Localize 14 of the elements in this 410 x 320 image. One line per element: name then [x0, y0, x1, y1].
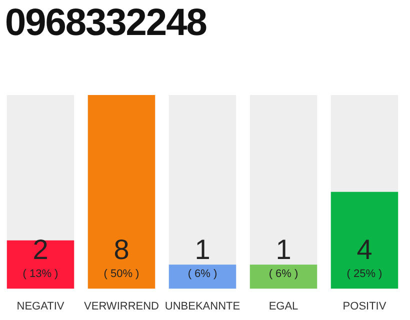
- chart-title: 0968332248: [5, 2, 206, 45]
- x-tick-label: EGAL: [268, 300, 298, 312]
- data-label: 1 ( 6% ): [268, 234, 298, 280]
- bar: [250, 264, 318, 289]
- data-label: 8 ( 50% ): [104, 234, 140, 280]
- data-label: 1 ( 6% ): [188, 234, 218, 280]
- bar: [168, 264, 236, 289]
- data-label: 2 ( 13% ): [22, 234, 58, 280]
- x-tick-label: NEGATIV: [16, 300, 65, 312]
- x-tick-label: VERWIRREND: [84, 300, 160, 312]
- data-label: 4 ( 25% ): [346, 234, 382, 280]
- bar: [6, 240, 74, 289]
- x-tick-label: UNBEKANNTE: [164, 300, 240, 312]
- x-tick-label: POSITIV: [342, 300, 387, 312]
